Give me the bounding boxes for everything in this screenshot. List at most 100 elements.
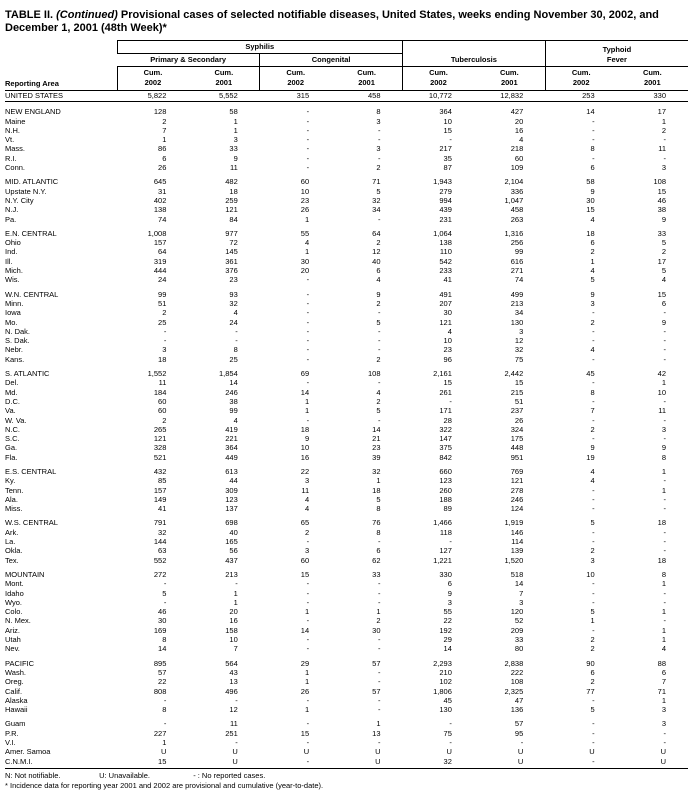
value-cell: - (592, 597, 595, 607)
header-row-cum: Cum. 2002 Cum. 2001 Cum. 2002 Cum. 2001 … (5, 66, 688, 91)
value-cell: - (378, 378, 381, 388)
value-cell: - (663, 326, 667, 336)
reporting-area-cell: Hawaii (5, 705, 28, 715)
value-cell: 4 (590, 266, 595, 276)
primary-secondary-header: Primary & Secondary (117, 53, 260, 67)
reporting-area-cell: Kans. (5, 354, 25, 364)
table-row: Utah 8 10 - - 29 33 2 1 (5, 635, 688, 644)
value-cell: 11 (658, 144, 666, 154)
value-cell: 246 (225, 387, 238, 397)
value-cell: 157 (153, 238, 167, 248)
value-cell: 175 (510, 434, 524, 444)
value-cell: 32 (372, 466, 381, 476)
value-cell: 402 (153, 195, 167, 205)
value-cell: 3 (590, 298, 595, 308)
value-cell: 1 (304, 607, 310, 617)
value-cell: - (663, 588, 667, 598)
value-cell: - (378, 214, 381, 224)
value-cell: 29 (443, 635, 452, 645)
value-cell: 23 (372, 443, 381, 453)
value-cell: 45 (586, 369, 595, 379)
value-cell: 1 (233, 597, 238, 607)
reporting-area-cell: D.C. (5, 396, 20, 406)
value-cell: 6 (590, 667, 595, 677)
table-row: Tex. 552 437 60 62 1,221 1,520 3 18 (5, 556, 688, 565)
value-cell: 15 (514, 378, 524, 388)
value-cell: 263 (510, 214, 524, 224)
value-cell: 1,520 (504, 555, 524, 565)
reporting-area-cell: Del. (5, 378, 19, 388)
value-cell: 376 (225, 266, 238, 276)
value-cell: 1,221 (433, 555, 452, 565)
value-cell: - (592, 738, 595, 747)
value-cell: - (235, 336, 238, 346)
table-row: MID. ATLANTIC 645 482 60 71 1,943 2,104 58 108 (5, 172, 688, 186)
table-row: Maine 2 1 - 3 10 20 - 1 (5, 117, 688, 126)
value-cell: 499 (510, 289, 524, 299)
value-cell: 99 (229, 406, 238, 416)
value-cell: 65 (300, 518, 310, 528)
value-cell: 221 (225, 434, 238, 444)
value-cell: 15 (443, 125, 452, 135)
value-cell: 14 (158, 644, 167, 654)
value-cell: 22 (300, 466, 310, 476)
value-cell: - (306, 116, 310, 126)
value-cell: 19 (586, 452, 595, 462)
value-cell: 217 (439, 144, 452, 154)
value-cell: 23 (229, 275, 238, 285)
table-row: Ohio 157 72 4 2 138 256 6 5 (5, 238, 688, 247)
table-row: V.I. 1 - - - - - - - (5, 738, 688, 747)
value-cell: 11 (301, 485, 310, 495)
value-cell: 74 (158, 214, 167, 224)
value-cell: 9 (447, 588, 452, 598)
value-cell: 432 (153, 466, 167, 476)
value-cell: 45 (443, 695, 452, 705)
value-cell: 1 (233, 116, 238, 126)
table-row: N. Dak. - - - - 4 3 - - (5, 327, 688, 336)
value-cell: 645 (153, 177, 167, 187)
value-cell: 5 (590, 275, 595, 285)
value-cell: - (378, 588, 381, 598)
value-cell: - (449, 719, 452, 729)
value-cell: - (306, 616, 310, 626)
value-cell: 496 (225, 686, 238, 696)
table-row: Vt. 1 3 - - - 4 - - (5, 135, 688, 144)
value-cell: 2 (162, 415, 167, 425)
value-cell: 30 (158, 616, 167, 626)
value-cell: - (306, 695, 310, 705)
value-cell: - (378, 336, 381, 346)
value-cell: - (545, 756, 617, 769)
table-row: Nebr. 3 8 - - 23 32 4 - (5, 345, 688, 354)
value-cell: 7 (590, 406, 595, 416)
value-cell: 15 (300, 728, 310, 738)
value-cell: 4 (519, 135, 524, 145)
value-cell: 16 (300, 452, 310, 462)
value-cell: 336 (510, 186, 524, 196)
value-cell: 110 (439, 247, 452, 257)
value-cell: - (306, 135, 310, 145)
reporting-area-cell: Fla. (5, 452, 18, 462)
value-cell: 4 (304, 504, 310, 514)
value-cell: - (163, 719, 167, 729)
table-row: S.C. 121 221 9 21 147 175 - - (5, 434, 688, 443)
value-cell: 769 (510, 466, 524, 476)
reporting-area-cell: Colo. (5, 607, 23, 617)
table-row: La. 144 165 - - - 114 - - (5, 537, 688, 546)
table-row: N.J. 138 121 26 34 439 458 15 38 (5, 205, 688, 214)
value-cell: 46 (657, 195, 666, 205)
value-cell: 1 (661, 695, 666, 705)
reporting-area-cell: Mass. (5, 144, 26, 154)
value-cell: 207 (439, 298, 452, 308)
value-cell: U (616, 756, 688, 769)
value-cell: 1 (590, 256, 595, 266)
value-cell: 12 (372, 247, 381, 257)
notifiable-diseases-table: Reporting Area Syphilis Tuberculosis Typ… (5, 40, 688, 769)
footnote-legend-line: N: Not notifiable. U: Unavailable. - : N… (5, 771, 688, 781)
value-cell: - (378, 537, 381, 547)
value-cell: - (663, 546, 667, 556)
value-cell: 660 (439, 466, 452, 476)
value-cell: 330 (439, 569, 452, 579)
value-cell: 8 (162, 635, 167, 645)
value-cell: 87 (443, 163, 452, 173)
value-cell: - (163, 326, 167, 336)
